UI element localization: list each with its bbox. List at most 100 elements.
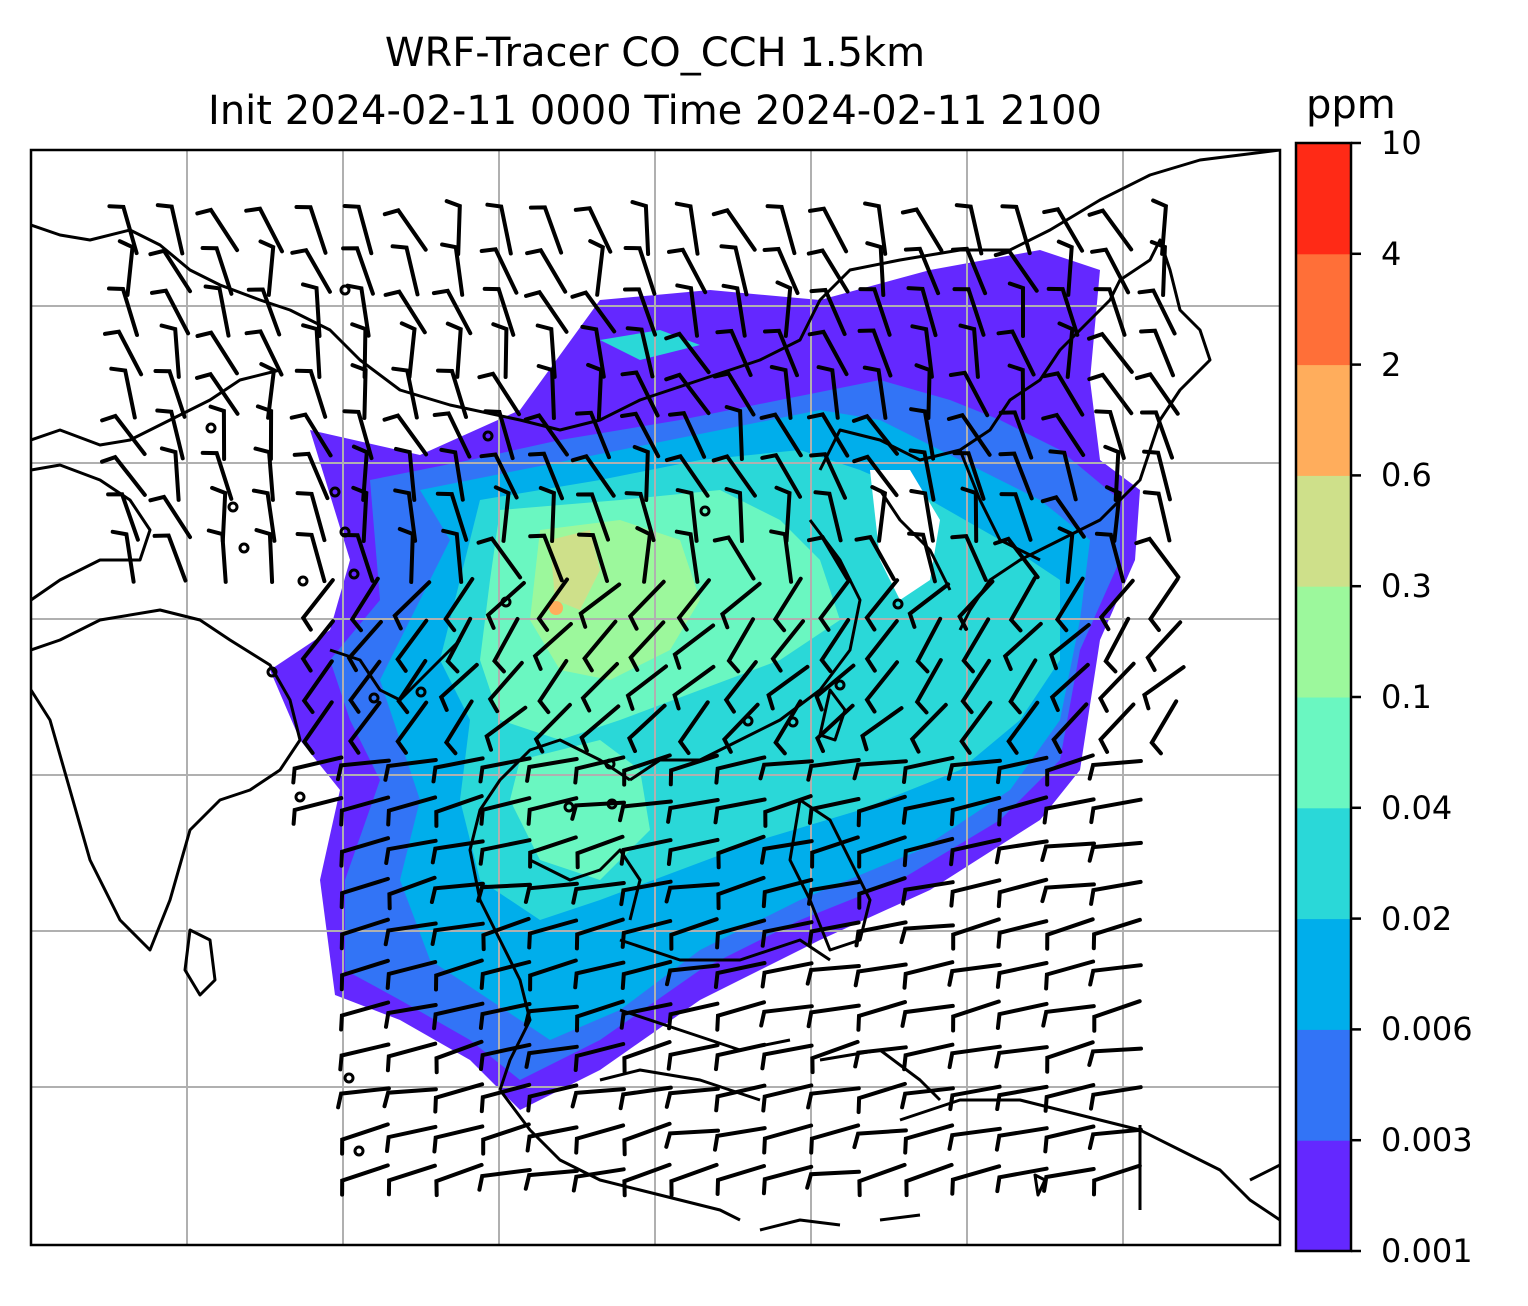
wind-barb [865, 241, 886, 297]
wind-barb [1057, 321, 1075, 379]
wind-barb [996, 877, 1049, 909]
wind-barb [1040, 882, 1096, 904]
wind-barb [117, 239, 135, 297]
wind-barb [711, 207, 757, 252]
wind-barb [528, 451, 564, 501]
wind-barb [760, 452, 802, 499]
wind-barb [339, 795, 391, 827]
wind-barb [716, 834, 766, 870]
wind-barb [336, 1086, 391, 1110]
wind-barb [1045, 1040, 1095, 1074]
wind-barb [721, 702, 760, 754]
wind-barb [851, 413, 899, 456]
wind-barb [582, 619, 618, 673]
wind-barb [857, 835, 907, 869]
wind-barb [620, 411, 661, 459]
wind-barb [395, 618, 429, 673]
wind-barb [719, 244, 749, 297]
wind-barb [806, 758, 861, 782]
map-plot-area [31, 150, 1280, 1245]
wind-barb [852, 759, 908, 781]
wind-barb [573, 1042, 626, 1072]
wind-barb [623, 287, 657, 337]
wind-barb [432, 1124, 485, 1154]
wind-barb [668, 753, 719, 787]
wind-barb [395, 700, 429, 755]
wind-barb [853, 1045, 908, 1069]
wind-barb [907, 531, 937, 584]
wind-barb [527, 918, 579, 950]
wind-barb [773, 699, 803, 756]
wind-barb [301, 323, 322, 379]
wind-barb [949, 837, 1002, 867]
wind-barb [618, 1085, 673, 1111]
wind-barb [479, 1042, 532, 1071]
colorbar-band [1296, 586, 1351, 698]
wind-barb [1042, 371, 1085, 417]
wind-barb [714, 755, 767, 785]
wind-barb [580, 324, 606, 379]
wind-barb [1040, 494, 1086, 539]
wind-barb [852, 1128, 908, 1150]
wind-barb [996, 329, 1036, 377]
wind-barb [397, 527, 415, 584]
colorbar-band [1296, 364, 1351, 476]
wind-barb [336, 758, 391, 782]
wind-barb [1046, 286, 1080, 337]
wind-barb [1089, 879, 1143, 906]
wind-barb [578, 582, 622, 629]
wind-barb [951, 999, 1001, 1033]
wind-barb [620, 959, 673, 990]
wind-barb [623, 246, 657, 296]
wind-barb [676, 578, 711, 632]
wind-barb [908, 448, 936, 502]
wind-barb [1134, 371, 1180, 416]
wind-barb [901, 880, 955, 906]
wind-barb [1008, 576, 1037, 633]
wind-barb [946, 412, 992, 457]
wind-barb [627, 579, 666, 631]
wind-barb [573, 206, 613, 254]
wind-barb [857, 1162, 907, 1198]
wind-barb [528, 835, 578, 869]
colorbar-frame [1294, 141, 1353, 1253]
wind-barb [1007, 363, 1026, 420]
wind-barb [292, 451, 330, 501]
wind-barb [1051, 702, 1089, 754]
wind-barb [618, 799, 673, 823]
wind-barb [862, 365, 888, 420]
wind-barb [536, 364, 556, 420]
wind-barb [482, 286, 516, 337]
wind-barb [538, 486, 556, 543]
wind-barb [393, 488, 418, 543]
wind-barb [440, 242, 465, 297]
wind-barb [203, 284, 231, 338]
wind-barb [1090, 247, 1131, 295]
map-title-line1: WRF-Tracer CO_CCH 1.5km [384, 30, 926, 76]
wind-barb [396, 659, 428, 715]
wind-barb [1048, 449, 1078, 502]
wind-barb [961, 617, 991, 674]
wind-barb [1042, 207, 1085, 253]
wind-barb [760, 839, 814, 865]
wind-barb [435, 491, 469, 542]
colorbar-band [1296, 475, 1351, 587]
wind-barb [479, 452, 519, 500]
wind-barb [348, 659, 382, 714]
colorbar-tick-label: 0.3 [1381, 567, 1432, 606]
wind-barb [535, 323, 557, 379]
wind-barb [349, 576, 380, 633]
colorbar-tick-label: 10 [1381, 124, 1422, 162]
wind-barb [1087, 331, 1134, 374]
wind-barb [524, 289, 569, 334]
wind-barb [761, 1083, 814, 1113]
wind-barb [206, 528, 228, 584]
wind-barb [770, 619, 805, 673]
wind-barb [805, 1169, 861, 1190]
wind-barb [958, 323, 980, 379]
colorbar-band [1296, 253, 1351, 366]
wind-barb [763, 794, 813, 828]
wind-barb [200, 246, 234, 296]
wind-barb [809, 452, 847, 500]
wind-barb [1057, 526, 1075, 584]
